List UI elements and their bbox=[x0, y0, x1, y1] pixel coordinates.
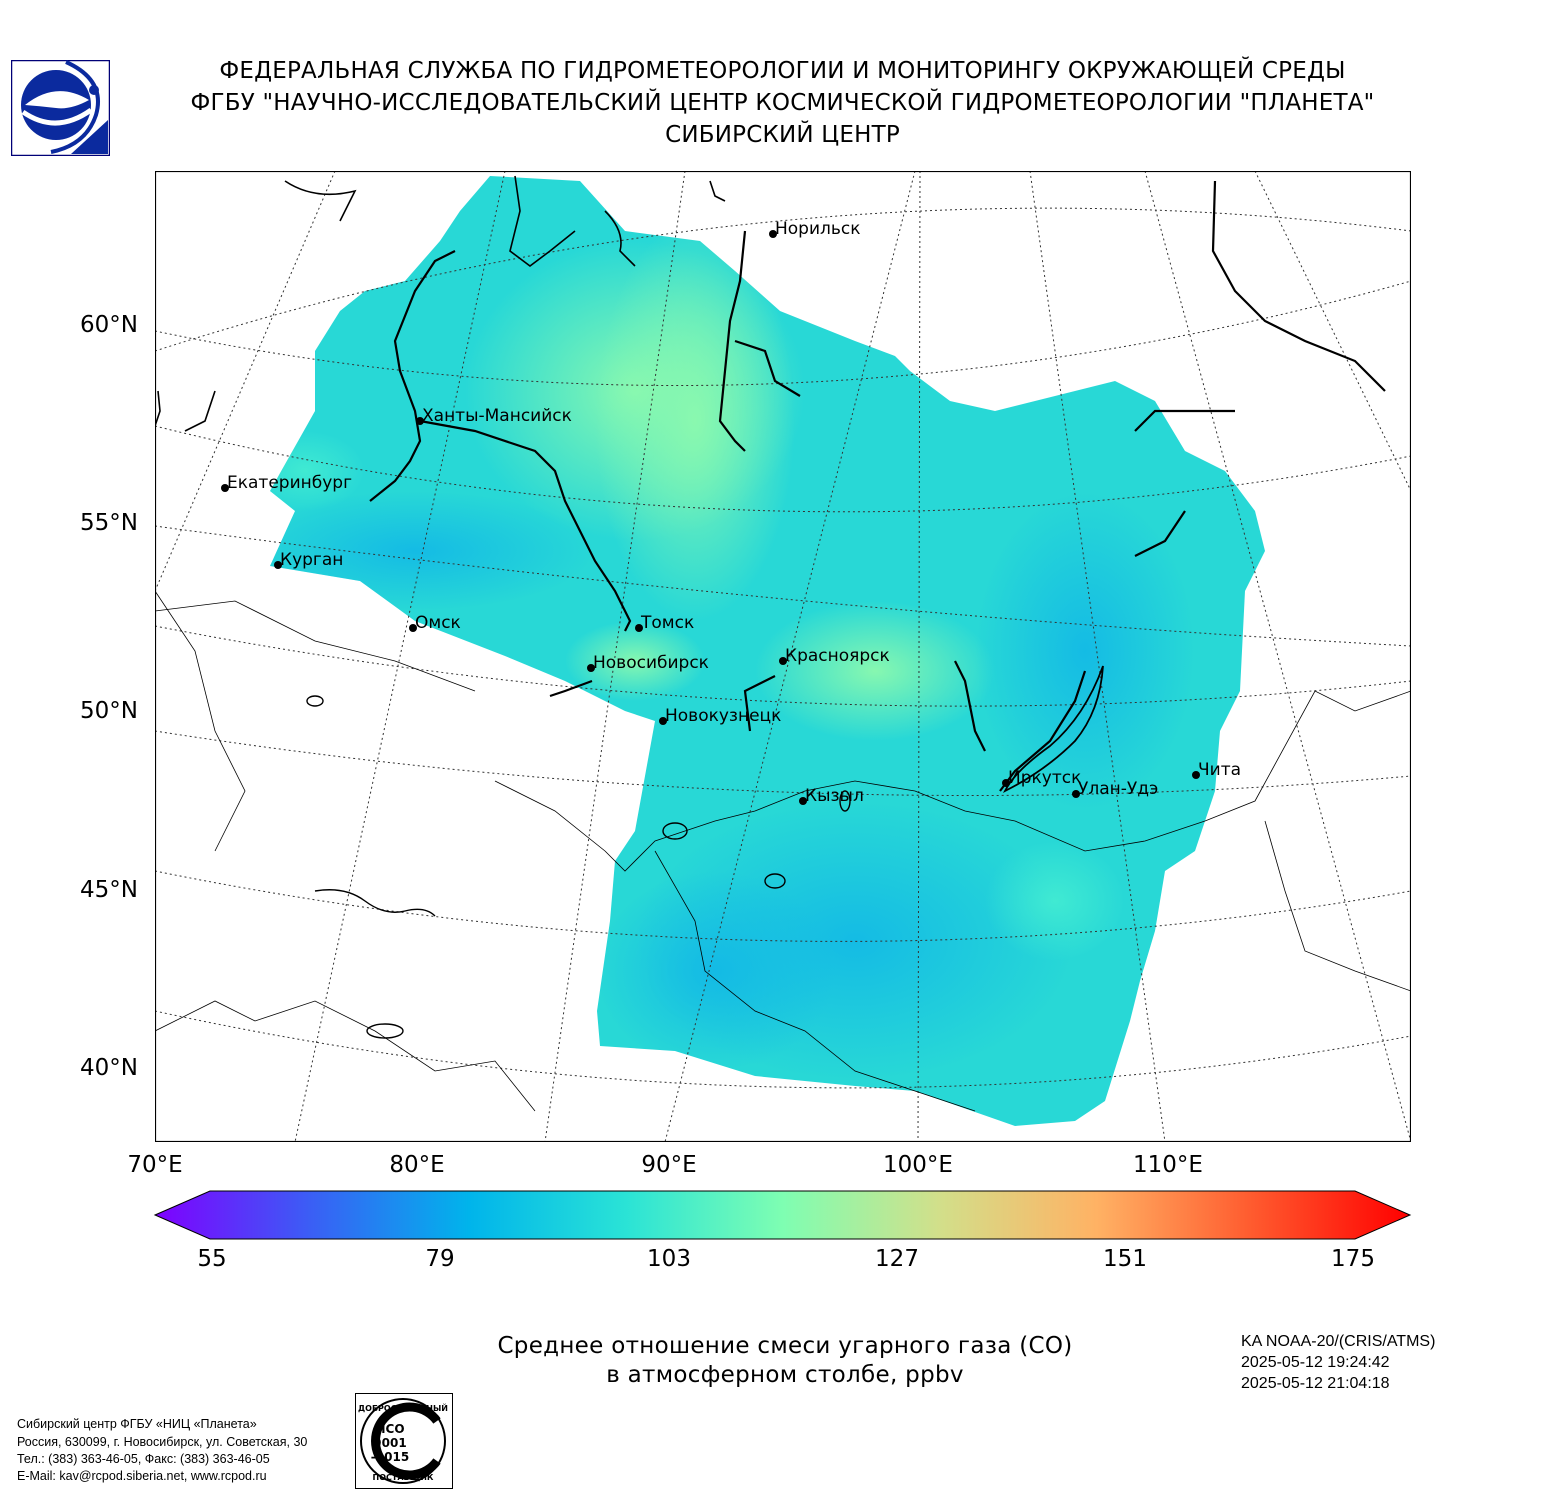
city-markers: Норильск Ханты-Мансийск Екатеринбург Кур… bbox=[221, 219, 1241, 806]
header-line-1: ФЕДЕРАЛЬНАЯ СЛУЖБА ПО ГИДРОМЕТЕОРОЛОГИИ … bbox=[219, 58, 1346, 84]
city-chita: Чита bbox=[1192, 760, 1241, 780]
svg-text:Курган: Курган bbox=[280, 550, 343, 570]
city-yekaterinburg: Екатеринбург bbox=[221, 473, 352, 493]
footer-org: Сибирский центр ФГБУ «НИЦ «Планета» bbox=[17, 1417, 257, 1431]
svg-text:Красноярск: Красноярск bbox=[785, 646, 890, 666]
lon-label-70: 70°E bbox=[127, 1152, 183, 1178]
svg-text:9001: 9001 bbox=[373, 1436, 406, 1450]
city-irkutsk: Иркутск bbox=[1002, 768, 1081, 788]
colorbar bbox=[153, 1190, 1412, 1240]
satellite-instrument: KA NOAA-20/(CRIS/ATMS) bbox=[1241, 1333, 1436, 1350]
map-title-line-2: в атмосферном столбе, ppbv bbox=[606, 1362, 964, 1388]
iso-stamp: ДОБРОСОВЕСТНЫЙ ИСО 9001 -2015 ПОСТАВЩИК bbox=[355, 1393, 453, 1489]
lat-label-45: 45°N bbox=[80, 877, 138, 903]
city-novokuznetsk: Новокузнецк bbox=[659, 706, 781, 726]
planeta-logo bbox=[11, 60, 110, 156]
lon-label-80: 80°E bbox=[389, 1152, 445, 1178]
co-map: Норильск Ханты-Мансийск Екатеринбург Кур… bbox=[155, 171, 1411, 1142]
lon-label-100: 100°E bbox=[883, 1152, 953, 1178]
svg-text:Иркутск: Иркутск bbox=[1008, 768, 1081, 788]
city-krasnoyarsk: Красноярск bbox=[779, 646, 890, 666]
lon-label-110: 110°E bbox=[1133, 1152, 1203, 1178]
header-line-3: СИБИРСКИЙ ЦЕНТР bbox=[665, 122, 900, 148]
city-tomsk: Томск bbox=[635, 613, 694, 633]
lat-label-55: 55°N bbox=[80, 510, 138, 536]
city-kyzyl: Кызыл bbox=[799, 786, 864, 806]
svg-text:Новосибирск: Новосибирск bbox=[593, 653, 709, 673]
lat-label-60: 60°N bbox=[80, 312, 138, 338]
city-novosibirsk: Новосибирск bbox=[587, 653, 709, 673]
colorbar-label-103: 103 bbox=[647, 1246, 691, 1272]
city-khanty-mansiysk: Ханты-Мансийск bbox=[416, 406, 572, 426]
svg-text:Чита: Чита bbox=[1198, 760, 1241, 780]
svg-text:Кызыл: Кызыл bbox=[805, 786, 864, 806]
colorbar-label-151: 151 bbox=[1103, 1246, 1147, 1272]
city-kurgan: Курган bbox=[274, 550, 343, 570]
svg-text:Норильск: Норильск bbox=[775, 219, 861, 239]
city-norilsk: Норильск bbox=[769, 219, 861, 239]
lon-label-90: 90°E bbox=[641, 1152, 697, 1178]
svg-text:ДОБРОСОВЕСТНЫЙ: ДОБРОСОВЕСТНЫЙ bbox=[358, 1402, 448, 1413]
svg-text:-2015: -2015 bbox=[371, 1450, 409, 1464]
svg-text:Екатеринбург: Екатеринбург bbox=[227, 473, 352, 493]
footer-address: Россия, 630099, г. Новосибирск, ул. Сове… bbox=[17, 1435, 308, 1449]
svg-text:ИСО: ИСО bbox=[375, 1422, 404, 1436]
city-omsk: Омск bbox=[409, 613, 461, 633]
header-line-2: ФГБУ "НАУЧНО-ИССЛЕДОВАТЕЛЬСКИЙ ЦЕНТР КОС… bbox=[190, 90, 1375, 116]
svg-text:Новокузнецк: Новокузнецк bbox=[665, 706, 781, 726]
colorbar-label-79: 79 bbox=[425, 1246, 455, 1272]
colorbar-label-175: 175 bbox=[1331, 1246, 1375, 1272]
time-end: 2025-05-12 21:04:18 bbox=[1241, 1375, 1390, 1392]
footer-email: E-Mail: kav@rcpod.siberia.net, www.rcpod… bbox=[17, 1469, 267, 1483]
colorbar-label-55: 55 bbox=[197, 1246, 227, 1272]
city-ulan-ude: Улан-Удэ bbox=[1072, 779, 1158, 799]
svg-text:Томск: Томск bbox=[640, 613, 694, 633]
lat-label-50: 50°N bbox=[80, 698, 138, 724]
svg-text:Улан-Удэ: Улан-Удэ bbox=[1078, 779, 1158, 799]
time-start: 2025-05-12 19:24:42 bbox=[1241, 1354, 1390, 1371]
footer-phone: Тел.: (383) 363-46-05, Факс: (383) 363-4… bbox=[17, 1452, 270, 1466]
svg-text:Ханты-Мансийск: Ханты-Мансийск bbox=[422, 406, 572, 426]
svg-text:ПОСТАВЩИК: ПОСТАВЩИК bbox=[373, 1473, 434, 1482]
colorbar-label-127: 127 bbox=[875, 1246, 919, 1272]
map-title-line-1: Среднее отношение смеси угарного газа (C… bbox=[497, 1333, 1073, 1359]
lat-label-40: 40°N bbox=[80, 1055, 138, 1081]
svg-text:Омск: Омск bbox=[415, 613, 461, 633]
